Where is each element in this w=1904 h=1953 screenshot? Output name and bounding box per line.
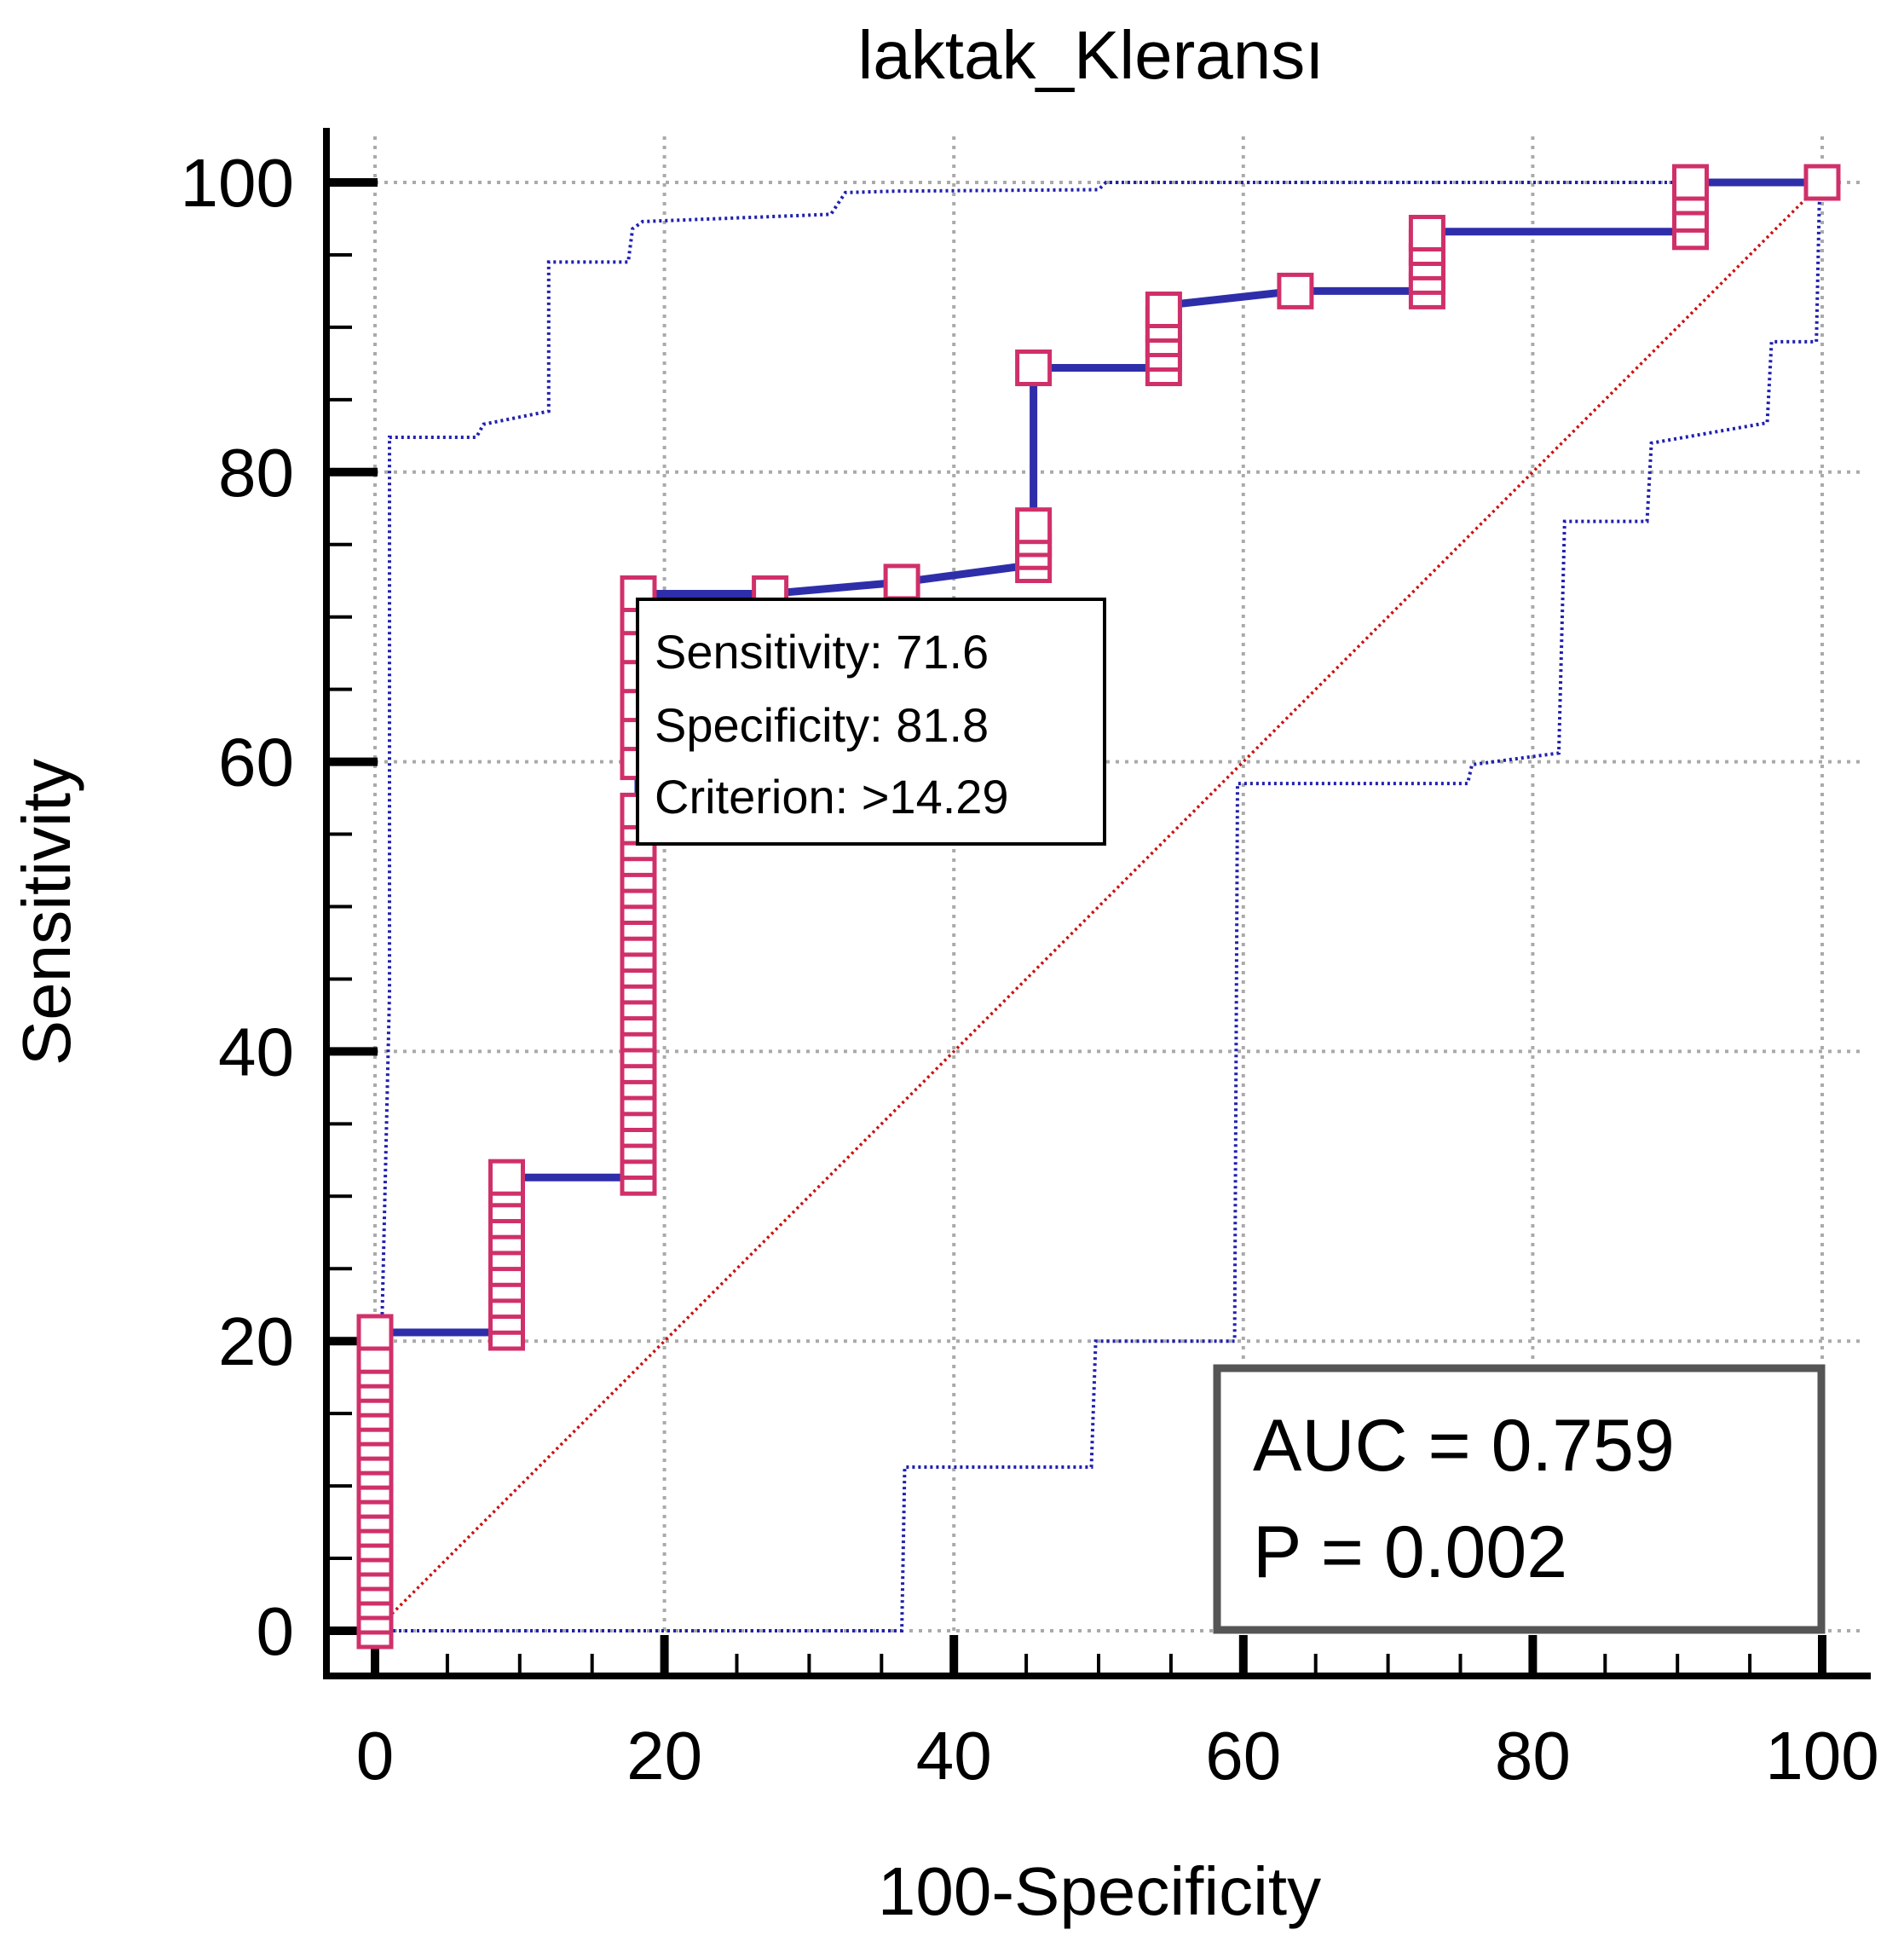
criterion-callout-box	[636, 598, 1106, 846]
p-value: P = 0.002	[1253, 1511, 1567, 1593]
tick-marks	[326, 178, 1826, 1676]
roc-point-marker	[1015, 350, 1053, 386]
y-tick-label: 80	[218, 435, 294, 511]
y-tick-label: 40	[218, 1014, 294, 1089]
y-tick-label: 0	[257, 1593, 295, 1669]
x-tick-label: 40	[916, 1718, 992, 1794]
roc-point-marker	[1145, 292, 1182, 328]
x-tick-label: 80	[1495, 1718, 1571, 1794]
markers	[356, 164, 1841, 1650]
y-tick-label: 60	[218, 725, 294, 800]
roc-point-marker	[1277, 272, 1314, 309]
callout-specificity: Specificity: 81.8	[655, 698, 989, 752]
criterion-callout: Sensitivity: 71.6 Specificity: 81.8 Crit…	[636, 598, 1106, 846]
reference-diagonal-line	[373, 181, 1824, 1632]
tick-labels: 0 20 40 60 80 100 0 20 40 60 80 100	[181, 145, 1879, 1794]
x-tick-label: 20	[626, 1718, 702, 1794]
roc-point-marker	[1803, 164, 1841, 201]
lower-confidence-line	[375, 182, 1824, 1632]
auc-value: AUC = 0.759	[1253, 1405, 1675, 1487]
upper-confidence-line	[373, 181, 1822, 1632]
x-tick-label: 100	[1765, 1718, 1878, 1794]
y-tick-label: 20	[218, 1303, 294, 1379]
roc-point-marker	[1672, 164, 1709, 201]
roc-point-marker	[1015, 507, 1053, 545]
x-axis-label: 100-Specificity	[878, 1853, 1321, 1929]
roc-point-marker	[1408, 215, 1445, 251]
auc-stats-box: AUC = 0.759 P = 0.002	[1213, 1364, 1826, 1634]
y-axis-label: Sensitivity	[9, 759, 84, 1066]
chart-title: laktak_Kleransı	[858, 17, 1324, 93]
x-tick-label: 60	[1205, 1718, 1281, 1794]
callout-criterion: Criterion: >14.29	[655, 770, 1009, 823]
auc-stats-frame	[1213, 1364, 1826, 1634]
x-tick-label: 0	[356, 1718, 395, 1794]
roc-point-marker	[883, 563, 920, 601]
roc-point-marker	[356, 1314, 394, 1351]
callout-sensitivity: Sensitivity: 71.6	[655, 625, 989, 679]
roc-point-marker	[488, 1159, 525, 1196]
y-tick-label: 100	[181, 145, 294, 221]
